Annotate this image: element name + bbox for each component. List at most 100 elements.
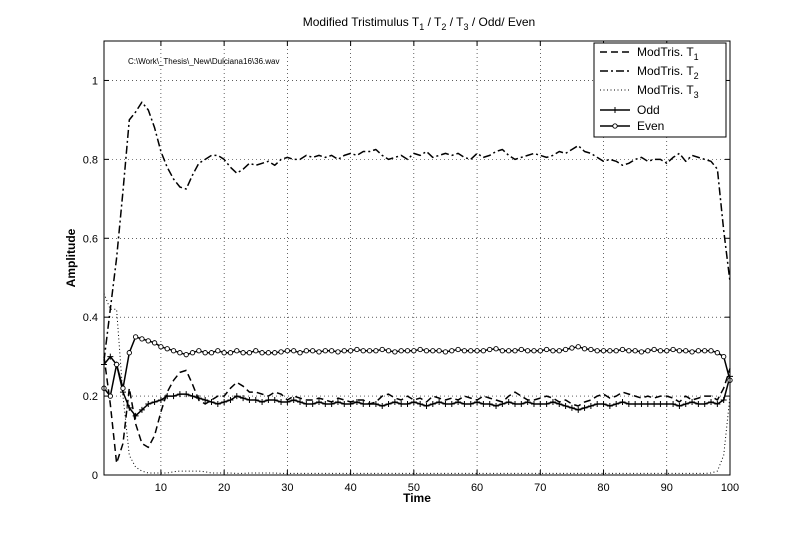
- series-2: [103, 101, 731, 361]
- data-point-plus: [455, 399, 462, 406]
- data-point-plus: [575, 406, 582, 413]
- data-point-circle: [145, 338, 151, 344]
- legend-label-2: ModTris. T2: [637, 64, 699, 81]
- data-point-plus: [682, 400, 689, 407]
- data-point-plus: [398, 400, 405, 407]
- data-point-plus: [126, 404, 133, 411]
- data-point-plus: [176, 391, 183, 398]
- x-axis-label: Time: [403, 491, 431, 505]
- data-point-plus: [474, 399, 481, 406]
- x-tick-label: 100: [721, 482, 739, 494]
- data-point-plus: [638, 400, 645, 407]
- data-point-circle: [385, 348, 392, 354]
- data-point-plus: [265, 397, 272, 404]
- data-point-plus: [651, 400, 658, 407]
- data-point-plus: [632, 400, 639, 407]
- data-point-circle: [113, 361, 120, 368]
- data-point-circle: [291, 348, 297, 354]
- data-point-circle: [227, 350, 234, 356]
- x-tick-label: 90: [661, 482, 673, 494]
- y-tick-label: 0.4: [83, 312, 98, 324]
- data-point-circle: [493, 346, 499, 352]
- data-point-plus: [612, 107, 618, 113]
- data-point-plus: [347, 400, 354, 407]
- data-point-plus: [549, 399, 556, 406]
- data-point-circle: [132, 334, 139, 340]
- data-point-plus: [436, 399, 443, 406]
- data-point-circle: [518, 346, 524, 353]
- data-point-plus: [448, 400, 455, 407]
- data-point-plus: [309, 400, 316, 407]
- data-point-circle: [708, 348, 714, 354]
- data-point-circle: [265, 350, 272, 356]
- data-point-circle: [366, 348, 373, 354]
- data-point-circle: [253, 348, 259, 354]
- data-point-circle: [202, 350, 208, 356]
- data-point-plus: [499, 400, 506, 407]
- data-point-circle: [721, 353, 727, 360]
- data-point-circle: [316, 349, 322, 355]
- data-point-plus: [366, 400, 373, 407]
- data-point-circle: [594, 348, 600, 354]
- data-point-circle: [581, 346, 588, 352]
- data-point-circle: [354, 346, 360, 353]
- data-point-plus: [233, 393, 240, 400]
- data-point-circle: [158, 344, 164, 350]
- series-5: [101, 334, 733, 399]
- series-line-3: [103, 293, 731, 474]
- data-point-plus: [676, 402, 683, 409]
- data-point-circle: [341, 348, 347, 354]
- chart-title: Modified Tristimulus T1 / T2 / T3 / Odd/…: [303, 15, 535, 32]
- data-point-plus: [202, 397, 209, 404]
- data-point-plus: [568, 404, 575, 411]
- file-path-annotation: C:\Work\_Thesis\_New\Dulciana16\36.wav: [128, 57, 279, 66]
- data-point-circle: [297, 350, 303, 356]
- x-tick-label: 50: [408, 482, 420, 494]
- legend-label-1: ModTris. T1: [637, 45, 699, 62]
- data-point-plus: [107, 353, 114, 360]
- data-point-plus: [379, 402, 386, 409]
- data-point-circle: [670, 346, 676, 353]
- data-point-circle: [657, 348, 664, 354]
- data-point-plus: [278, 399, 285, 406]
- axis-ticks: 10 20 30 40 50 60 70 80 90 100 0 0.2 0.4 0.6 0.8 1: [83, 41, 739, 494]
- legend-label-3: ModTris. T3: [637, 83, 699, 100]
- data-point-circle: [449, 348, 455, 354]
- data-point-plus: [613, 400, 620, 407]
- data-point-circle: [360, 348, 366, 354]
- data-point-plus: [417, 400, 424, 407]
- data-point-plus: [290, 397, 297, 404]
- data-point-plus: [480, 400, 487, 407]
- y-tick-label: 1: [92, 75, 98, 87]
- data-point-plus: [164, 393, 171, 400]
- title-part: 3: [464, 22, 469, 32]
- data-point-circle: [417, 346, 423, 353]
- data-point-plus: [562, 402, 569, 409]
- data-point-circle: [512, 348, 518, 354]
- data-point-circle: [404, 348, 411, 354]
- title-part: / Odd/ Even: [469, 15, 536, 29]
- data-point-plus: [720, 397, 727, 404]
- data-point-circle: [328, 348, 335, 354]
- data-point-plus: [644, 400, 651, 407]
- data-point-plus: [328, 400, 335, 407]
- data-point-circle: [170, 348, 177, 354]
- data-point-plus: [303, 400, 310, 407]
- data-point-circle: [543, 346, 550, 353]
- data-point-circle: [626, 348, 632, 354]
- data-point-circle: [638, 349, 645, 355]
- y-tick-label: 0.2: [83, 391, 98, 403]
- series-4: [101, 353, 733, 419]
- data-point-plus: [404, 400, 411, 407]
- data-point-circle: [126, 350, 132, 356]
- data-point-circle: [442, 349, 449, 355]
- data-point-circle: [612, 123, 618, 129]
- data-point-plus: [322, 400, 329, 407]
- data-point-circle: [651, 346, 657, 353]
- data-point-circle: [196, 348, 202, 354]
- data-point-circle: [272, 350, 278, 356]
- data-point-plus: [271, 397, 278, 404]
- data-point-circle: [310, 348, 316, 354]
- title-part: / T: [424, 15, 442, 29]
- data-point-circle: [240, 350, 246, 356]
